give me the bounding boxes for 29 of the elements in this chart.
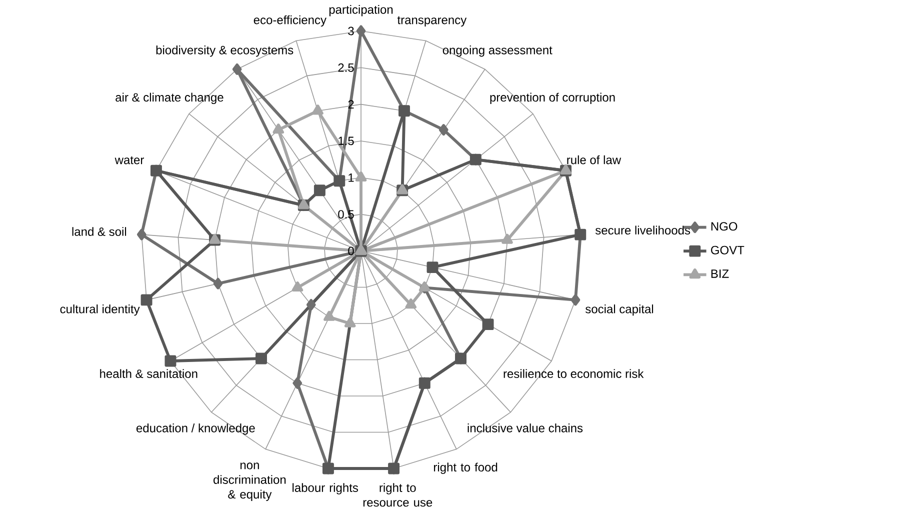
spoke-label: non discrimination & equity — [214, 462, 286, 501]
spoke-label: prevention of corruption — [490, 92, 615, 104]
spoke-label: secure livelihoods — [595, 226, 690, 235]
legend-label: BIZ — [711, 270, 729, 278]
legend-label: GOVT — [711, 246, 744, 254]
y-tick-label: 0 — [348, 246, 354, 256]
spoke-label: biodiversity & ecosystems — [156, 46, 294, 57]
y-tick-label: 2.5 — [338, 63, 354, 72]
spoke-label: water — [114, 156, 144, 164]
spoke-label: education / knowledge — [136, 424, 255, 435]
spoke-label: cultural identity — [60, 304, 140, 316]
y-tick-label: 3 — [348, 26, 354, 36]
spoke-label: inclusive value chains — [468, 424, 583, 432]
spoke-label: right to resource use — [363, 483, 432, 507]
spoke-label: rule of law — [567, 155, 622, 164]
spoke-label: air & climate change — [116, 92, 224, 104]
spoke-label: right to food — [434, 462, 498, 474]
spoke-label: ongoing assessment — [442, 46, 552, 57]
spoke-label: resilience to economic risk — [504, 369, 644, 378]
legend-label: NGO — [711, 222, 738, 231]
spoke-label: participation — [329, 5, 393, 16]
y-tick-label: 2 — [348, 100, 354, 109]
spoke-label: land & soil — [72, 227, 126, 236]
spoke-label: labour rights — [292, 483, 358, 494]
y-tick-label: 1 — [348, 174, 354, 182]
spoke-label: transparency — [397, 16, 467, 27]
spoke-label: eco-efficiency — [254, 15, 326, 27]
spoke-label: health & sanitation — [100, 369, 198, 378]
spoke-label: social capital — [586, 304, 654, 316]
